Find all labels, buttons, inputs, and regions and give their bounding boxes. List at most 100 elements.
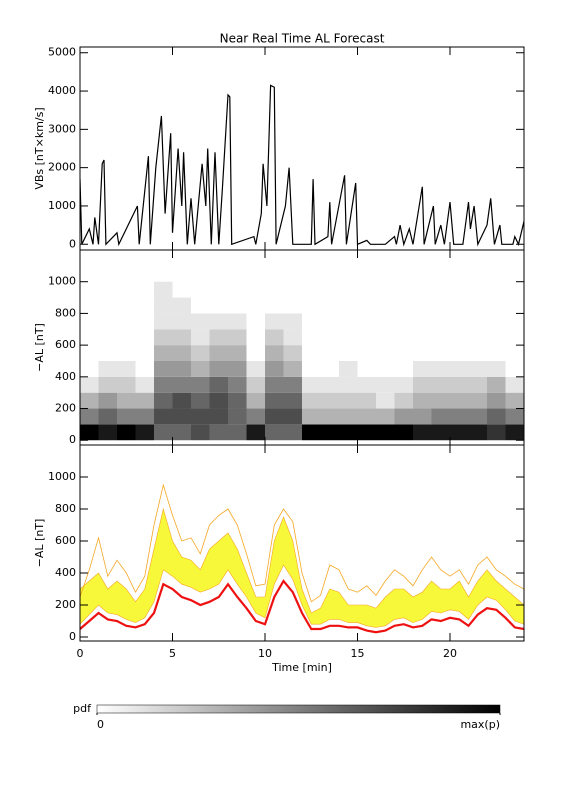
y-tick-label: 0 [69,630,76,643]
heat-cell [283,297,302,314]
y-tick-label: 3000 [48,122,76,135]
heat-cell [98,376,117,393]
heat-cell [191,376,210,393]
heat-cell [117,329,136,346]
heat-cell [320,408,339,425]
heat-cell [191,360,210,377]
heat-cell [209,345,228,361]
heat-cell [228,424,247,441]
heat-cell [394,345,413,361]
heat-cell [191,329,210,346]
heat-cell [172,281,191,298]
heat-cell [339,345,358,361]
heat-cell [117,281,136,298]
heat-cell [98,392,117,409]
heat-cell [283,376,302,393]
heat-cell [302,297,321,314]
heat-cell [246,297,265,314]
x-tick-label: 15 [351,647,365,660]
heat-cell [450,297,469,314]
heat-cell [468,313,487,330]
heat-cell [80,376,99,393]
heat-cell [431,281,450,298]
heat-cell [376,329,395,346]
heat-cell [394,376,413,393]
heat-cell [468,281,487,298]
y-tick-label: 2000 [48,161,76,174]
heat-cell [135,345,154,361]
heat-cell [450,408,469,425]
heat-cell [246,313,265,330]
heat-cell [80,408,99,425]
heat-cell [172,360,191,377]
y-axis-label: −AL [nT] [33,519,46,568]
y-tick-label: 1000 [48,275,76,288]
heat-cell [191,297,210,314]
heat-cell [154,297,173,314]
heat-cell [505,424,524,441]
heat-cell [191,281,210,298]
heat-cell [357,392,376,409]
heat-cell [209,313,228,330]
y-tick-label: 5000 [48,46,76,59]
heat-cell [339,392,358,409]
heat-cell [376,297,395,314]
heat-cell [228,360,247,377]
heat-cell [339,329,358,346]
heat-cell [505,360,524,377]
heat-cell [450,281,469,298]
heat-cell [357,329,376,346]
axis-frame [79,444,525,642]
heat-cell [431,297,450,314]
heat-cell [320,360,339,377]
plot-area [80,281,524,441]
data-line [80,483,524,603]
heat-cell [487,424,506,441]
heat-cell [302,376,321,393]
heat-cell [191,313,210,330]
heat-cell [487,360,506,377]
heat-cell [80,329,99,346]
heat-cell [487,329,506,346]
heat-cell [80,360,99,377]
heat-cell [283,424,302,441]
heat-cell [209,329,228,346]
heat-cell [117,345,136,361]
heat-cell [376,345,395,361]
heat-cell [135,313,154,330]
heat-cell [172,376,191,393]
heat-cell [283,329,302,346]
heat-cell [246,329,265,346]
heat-cell [320,392,339,409]
y-tick-label: 400 [55,370,76,383]
y-tick-label: 1000 [48,199,76,212]
heat-cell [357,360,376,377]
heat-cell [265,392,284,409]
heat-cell [394,297,413,314]
heat-cell [98,408,117,425]
heat-cell [320,297,339,314]
heat-cell [394,329,413,346]
colorbar-tick-label: max(p) [460,718,500,731]
heat-cell [413,392,432,409]
heat-cell [376,424,395,441]
heat-cell [98,424,117,441]
y-tick-label: 0 [69,237,76,250]
heat-cell [487,281,506,298]
heat-cell [357,313,376,330]
heat-cell [394,408,413,425]
heat-cell [487,297,506,314]
heat-cell [505,297,524,314]
heat-cell [450,345,469,361]
heat-cell [357,408,376,425]
heat-cell [505,376,524,393]
heat-cell [117,424,136,441]
heat-cell [154,281,173,298]
heat-cell [209,297,228,314]
heat-cell [505,281,524,298]
heat-cell [135,281,154,298]
y-tick-label: 400 [55,566,76,579]
heat-cell [117,313,136,330]
colorbar-label: pdf [73,702,92,715]
heat-cell [172,297,191,314]
